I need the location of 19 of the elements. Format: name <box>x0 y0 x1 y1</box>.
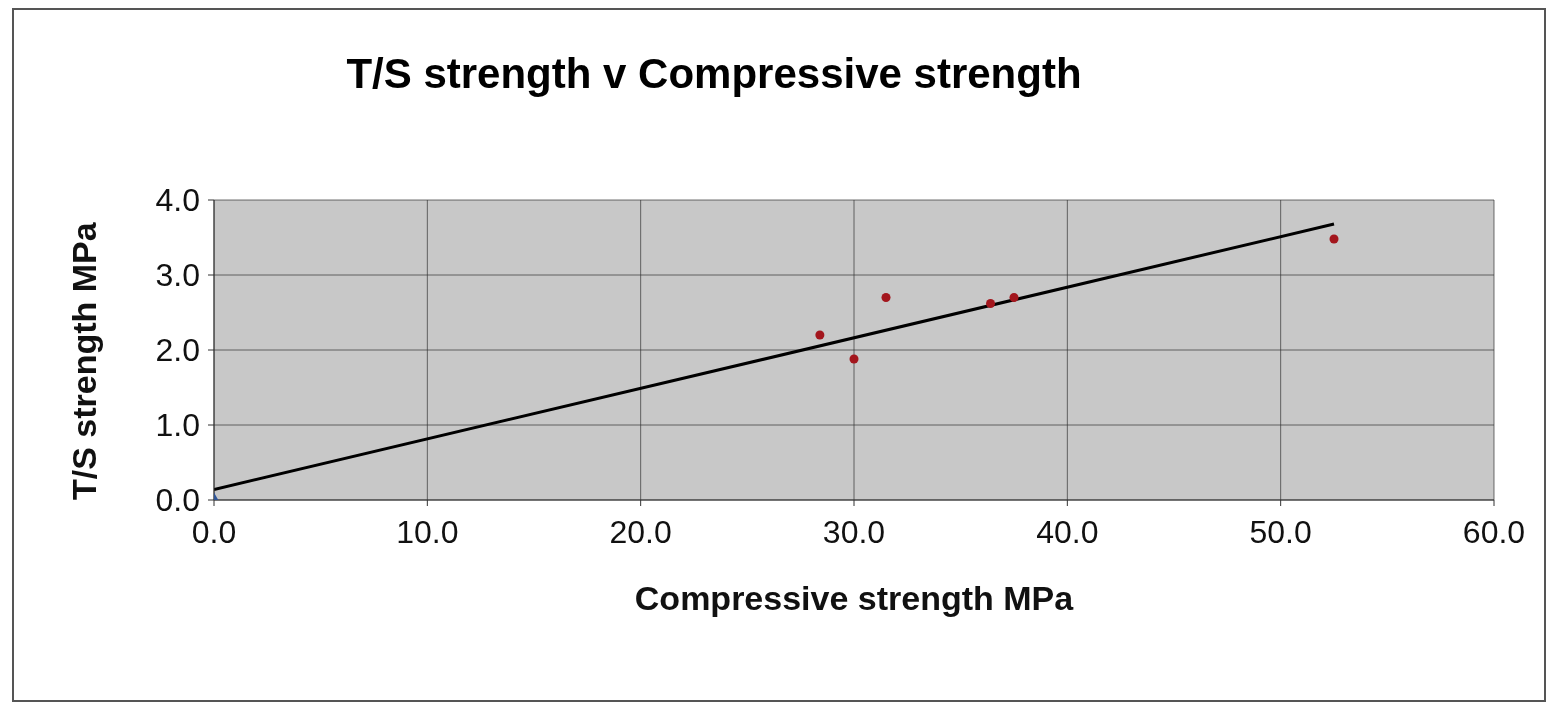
point <box>986 298 996 309</box>
y-tick-label: 1.0 <box>155 407 200 444</box>
y-axis-title: T/S strength MPa <box>65 221 104 500</box>
y-tick-label: 4.0 <box>155 182 200 219</box>
point <box>1329 234 1339 244</box>
y-tick-label: 2.0 <box>155 332 200 369</box>
x-tick-label: 20.0 <box>609 513 672 550</box>
y-tick-label: 3.0 <box>155 257 200 294</box>
x-tick-label: 40.0 <box>1036 513 1099 550</box>
point <box>881 292 891 303</box>
x-tick-label: 50.0 <box>1249 513 1312 550</box>
x-tick-label: 30.0 <box>822 513 886 550</box>
point <box>815 330 825 340</box>
point <box>1009 292 1019 303</box>
chart-title: T/S strength v Compressive strength <box>345 50 1083 98</box>
x-tick-label: 10.0 <box>396 513 459 550</box>
point <box>849 354 859 364</box>
x-axis-title: Compressive strength MPa <box>634 579 1075 617</box>
x-tick-label: 60.0 <box>1462 513 1526 550</box>
